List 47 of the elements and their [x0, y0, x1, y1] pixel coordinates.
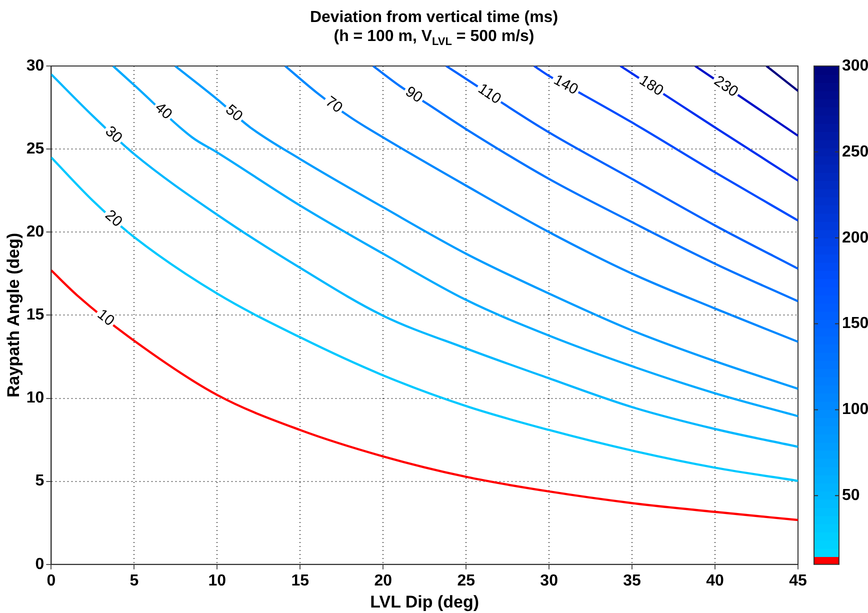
x-tick-label: 5	[130, 572, 139, 590]
y-tick-label: 25	[26, 140, 44, 158]
text: 90	[402, 83, 426, 106]
text: 140	[550, 71, 581, 98]
line-series	[619, 66, 798, 182]
y-axis-title: Raypath Angle (deg)	[4, 232, 23, 398]
text: 110	[474, 80, 504, 108]
text: 40	[152, 99, 176, 123]
text: 180	[636, 72, 666, 100]
text: 70	[322, 92, 346, 117]
line-series	[284, 66, 798, 343]
x-tick-label: 10	[208, 572, 226, 590]
line-series	[372, 66, 798, 302]
line-series	[174, 66, 798, 390]
x-tick-label: 0	[46, 572, 56, 590]
x-tick-label: 15	[291, 572, 310, 590]
y-tick-label: 15	[26, 306, 44, 324]
text: 230	[710, 72, 742, 101]
color-bar-label: 300	[842, 57, 868, 74]
color-bar-label: 100	[842, 401, 868, 418]
color-bar-label: 250	[842, 143, 868, 160]
line-series	[51, 73, 798, 448]
line-series	[445, 66, 798, 270]
x-tick-label: 45	[789, 572, 807, 590]
chart-subtitle: (h = 100 m, V$_{LVL}$ = 500 m/s)	[332, 27, 536, 50]
y-tick-label: 10	[26, 390, 44, 407]
text: 20	[102, 206, 126, 230]
x-tick-label: 30	[540, 572, 558, 590]
line-series	[51, 269, 798, 522]
y-tick-label: 30	[26, 57, 44, 74]
x-axis-title: LVL Dip (deg)	[370, 592, 480, 612]
color-bar-label: 200	[842, 229, 868, 246]
x-tick-label: 20	[374, 572, 392, 590]
line-series	[533, 66, 798, 222]
line-series	[51, 156, 798, 482]
y-tick-label: 0	[35, 556, 44, 573]
y-tick-label: 20	[26, 224, 44, 241]
chart-title: Deviation from vertical time (ms)	[308, 8, 560, 27]
color-bar-label: 150	[842, 315, 868, 332]
x-tick-label: 25	[457, 572, 476, 590]
text: 30	[102, 122, 126, 147]
x-tick-label: 35	[623, 572, 642, 590]
color-bar-label: 50	[842, 487, 860, 504]
text: 10	[94, 306, 118, 330]
text: 50	[222, 101, 246, 125]
y-tick-label: 5	[35, 472, 44, 490]
x-tick-label: 40	[706, 572, 724, 590]
